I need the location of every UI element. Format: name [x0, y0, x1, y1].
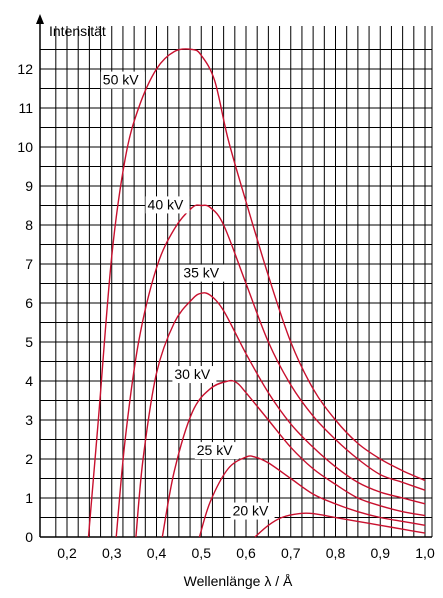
y-tick-label: 11 — [18, 100, 33, 116]
chart-axes — [36, 14, 433, 538]
series-line-20-kv — [254, 512, 426, 538]
series-line-50-kv — [87, 48, 426, 538]
y-tick-label: 12 — [17, 61, 33, 77]
x-tick-label: 0,9 — [371, 545, 391, 561]
chart-series — [87, 48, 426, 538]
y-tick-label: 1 — [25, 490, 33, 506]
y-tick-label: 10 — [17, 139, 33, 155]
series-label-50-kv: 50 kV — [103, 72, 139, 88]
series-label-25-kv: 25 kV — [197, 442, 233, 458]
series-label-20-kv: 20 kV — [233, 503, 269, 519]
y-tick-label: 3 — [25, 412, 33, 428]
series-label-30-kv: 30 kV — [174, 366, 210, 382]
series-label-bg-30-kv — [172, 366, 217, 384]
x-tick-label: 1,0 — [415, 545, 435, 561]
y-tick-label: 4 — [25, 373, 33, 389]
x-tick-label: 0,2 — [57, 545, 77, 561]
series-label-bg-25-kv — [194, 442, 239, 460]
x-tick-label: 0,3 — [102, 545, 122, 561]
y-axis-title: Intensität — [49, 23, 106, 39]
chart-series-labels: 50 kV 40 kV 35 kV 30 kV 25 kV 20 kV — [100, 71, 275, 520]
y-tick-label: 6 — [25, 295, 33, 311]
series-label-40-kv: 40 kV — [148, 196, 184, 212]
series-label-bg-40-kv — [145, 196, 190, 214]
y-tick-label: 7 — [25, 256, 33, 272]
x-tick-label: 0,4 — [147, 545, 167, 561]
y-tick-label: 8 — [25, 217, 33, 233]
x-tick-label: 0,7 — [281, 545, 301, 561]
x-axis-title: Wellenlänge λ / Å — [184, 573, 293, 589]
series-line-25-kv — [198, 455, 426, 538]
series-label-bg-50-kv — [100, 71, 145, 89]
series-label-35-kv: 35 kV — [183, 265, 219, 281]
series-label-bg-20-kv — [230, 502, 275, 520]
x-tick-label: 0,6 — [236, 545, 256, 561]
y-axis-arrow — [36, 14, 44, 24]
chart-tick-labels: 0,2 0,3 0,4 0,5 0,6 0,7 0,8 0,9 1,00123456789101… — [17, 61, 435, 561]
y-tick-label: 9 — [25, 178, 33, 194]
x-tick-label: 0,8 — [326, 545, 346, 561]
series-line-40-kv — [115, 204, 426, 538]
series-label-bg-35-kv — [181, 264, 226, 282]
chart-grid — [40, 26, 432, 538]
y-tick-label: 5 — [25, 334, 33, 350]
y-tick-label: 2 — [25, 451, 33, 467]
y-tick-label: 0 — [25, 529, 33, 545]
series-line-30-kv — [161, 379, 426, 538]
series-line-35-kv — [135, 292, 426, 538]
x-tick-label: 0,5 — [192, 545, 212, 561]
